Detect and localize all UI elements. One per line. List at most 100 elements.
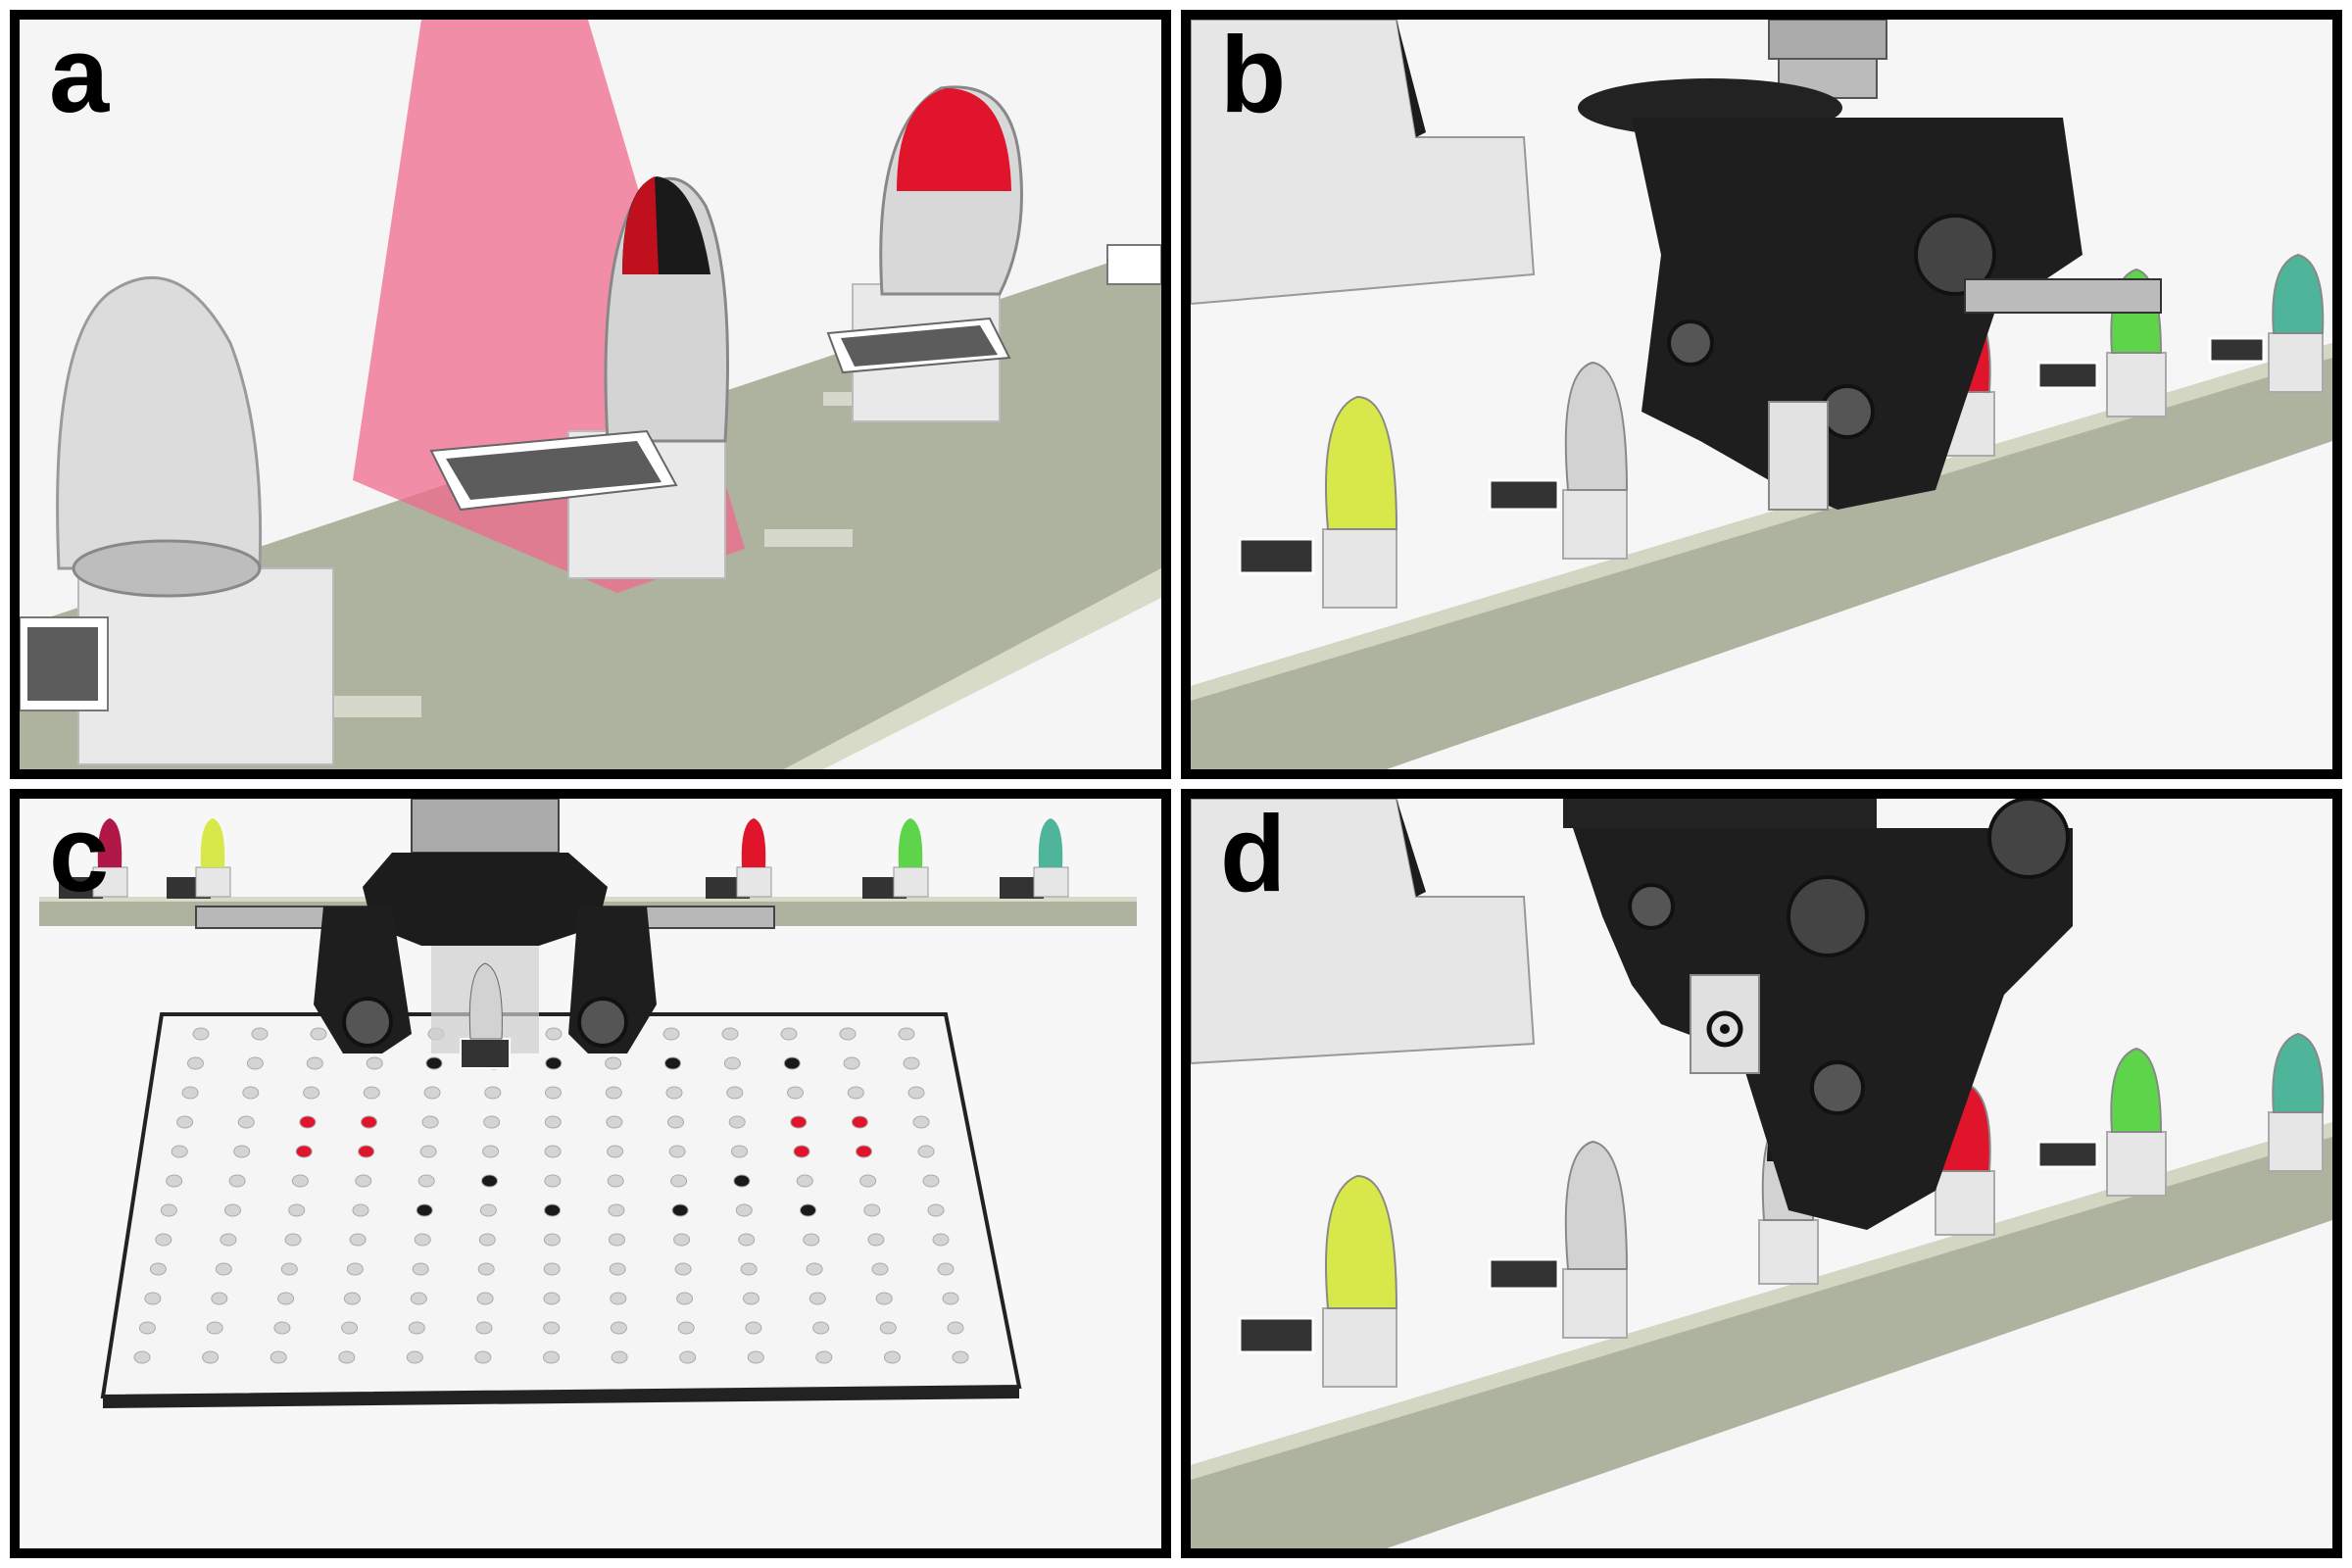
plate-well <box>270 1350 287 1364</box>
plate-well <box>355 1174 372 1188</box>
tube-magenta <box>59 818 128 899</box>
robotic-gripper <box>195 799 775 1069</box>
plate-well <box>607 1174 624 1188</box>
plate-well <box>291 1174 309 1188</box>
plate-well <box>215 1262 232 1276</box>
plate-well <box>310 1027 327 1041</box>
panel-b: b <box>1181 10 2342 779</box>
plate-well <box>790 1115 808 1129</box>
plate-well <box>947 1321 964 1335</box>
plate-well <box>133 1350 151 1364</box>
plate-well <box>284 1233 302 1247</box>
plate-well <box>171 1145 188 1158</box>
tube-teal <box>1000 818 1069 899</box>
plate-well <box>220 1233 237 1247</box>
plate-well <box>280 1262 298 1276</box>
plate-well <box>673 1233 691 1247</box>
plate-well <box>273 1321 291 1335</box>
tube-rail <box>1191 1122 2332 1548</box>
plate-well <box>187 1056 204 1070</box>
plate-well <box>745 1321 762 1335</box>
plate-well <box>478 1233 496 1247</box>
plate-well <box>366 1056 383 1070</box>
panel-b-illustration <box>1191 20 2332 769</box>
instrument-base <box>1191 20 1536 306</box>
plate-well <box>743 1292 760 1305</box>
plate-well <box>543 1350 560 1364</box>
plate-well <box>605 1086 622 1100</box>
tube-clear <box>1488 361 1629 560</box>
plate-well <box>363 1086 380 1100</box>
plate-well <box>406 1350 423 1364</box>
plate-well <box>609 1262 626 1276</box>
plate-well <box>674 1262 692 1276</box>
panel-d: d <box>1181 789 2342 1558</box>
plate-well <box>609 1233 625 1247</box>
plate-well <box>898 1027 915 1041</box>
plate-well <box>679 1350 697 1364</box>
plate-well <box>242 1086 260 1100</box>
plate-well <box>922 1174 940 1188</box>
plate-well <box>942 1292 959 1305</box>
plate-well <box>475 1321 493 1335</box>
plate-well <box>608 1203 625 1217</box>
robotic-gripper <box>1563 799 2073 1230</box>
plate-well <box>416 1203 433 1217</box>
tube-green <box>862 818 929 899</box>
panel-a-illustration <box>20 20 1161 769</box>
plate-well <box>206 1321 223 1335</box>
plate-well <box>731 1145 748 1158</box>
plate-well <box>408 1321 425 1335</box>
panel-c: c <box>10 789 1171 1558</box>
tube-yellow <box>1238 395 1398 609</box>
tube-teal <box>2268 1032 2325 1172</box>
plate-well <box>479 1203 497 1217</box>
plate-well <box>800 1203 816 1217</box>
tube-teal <box>2208 253 2325 393</box>
plate-well <box>346 1262 364 1276</box>
plate-well <box>544 1203 562 1217</box>
plate-well <box>812 1321 830 1335</box>
plate-well <box>863 1203 881 1217</box>
plate-well <box>856 1145 872 1158</box>
plate-well <box>361 1115 377 1129</box>
plate-well <box>871 1262 889 1276</box>
plate-well <box>610 1321 627 1335</box>
plate-well <box>796 1174 813 1188</box>
panel-a: a <box>10 10 1171 779</box>
plate-well <box>545 1056 563 1070</box>
plate-well <box>733 1174 751 1188</box>
instrument-base <box>1191 799 1536 1065</box>
plate-well <box>246 1056 264 1070</box>
panel-label-d: d <box>1220 794 1287 914</box>
panel-label-b: b <box>1220 15 1287 135</box>
plate-well <box>875 1292 893 1305</box>
plate-well <box>903 1056 920 1070</box>
plate-well <box>610 1292 627 1305</box>
plate-well <box>723 1056 741 1070</box>
plate-well <box>476 1292 494 1305</box>
plate-well <box>676 1292 694 1305</box>
plate-well <box>352 1203 369 1217</box>
plate-well <box>721 1027 739 1041</box>
plate-well <box>544 1174 562 1188</box>
plate-wells <box>133 1027 969 1364</box>
plate-well <box>343 1292 361 1305</box>
plate-well <box>815 1350 833 1364</box>
tube-red <box>706 818 772 899</box>
plate-well <box>299 1115 317 1129</box>
plate-well <box>793 1145 810 1158</box>
plate-well <box>543 1233 561 1247</box>
plate-well <box>484 1086 502 1100</box>
plate-well <box>952 1350 969 1364</box>
plate-well <box>237 1115 255 1129</box>
plate-well <box>544 1145 562 1158</box>
plate-well <box>295 1145 313 1158</box>
plate-well <box>740 1262 758 1276</box>
plate-well <box>544 1115 562 1129</box>
plate-well <box>667 1115 684 1129</box>
plate-well <box>726 1086 744 1100</box>
plate-well <box>251 1027 269 1041</box>
panel-d-illustration <box>1191 799 2332 1548</box>
